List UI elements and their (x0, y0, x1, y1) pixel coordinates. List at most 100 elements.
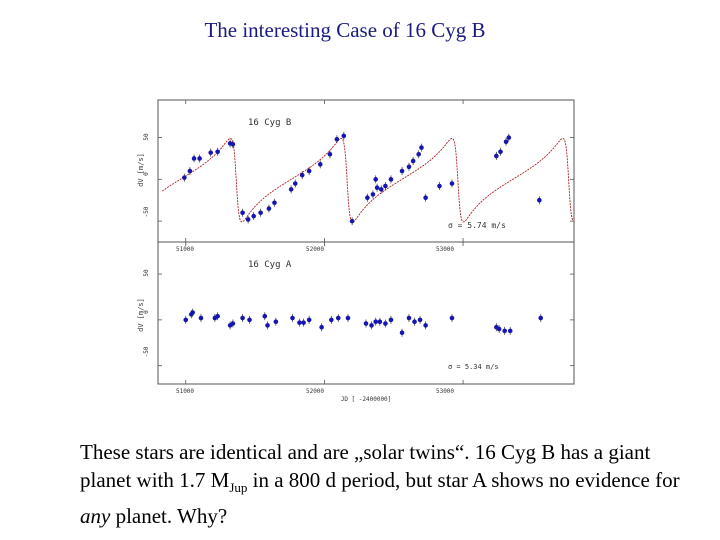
bottom-ylabel: dV [m/s] (137, 298, 145, 332)
panel-b-data-point (245, 217, 251, 222)
panel-a-data-point (423, 323, 428, 328)
panel-a-data-point (297, 320, 302, 325)
panel-b-data-point (349, 218, 355, 224)
panel-b-data-point (288, 187, 294, 192)
bottom-ytick-neg50: -50 (143, 346, 150, 357)
panel-b-data-point (272, 200, 277, 206)
top-ytick-neg50: -50 (143, 206, 150, 217)
panel-b-data-point (191, 156, 197, 161)
bottom-xtick-52000: 52000 (306, 388, 324, 395)
panel-a-data-point (496, 326, 502, 332)
panel-b-data-point (378, 187, 384, 192)
panel-a-data-point (377, 319, 383, 325)
panel-b-data-point (388, 177, 394, 182)
caption-part1: These stars are identical and are „solar… (80, 440, 651, 492)
top-ylabel: dV [m/s] (137, 153, 145, 187)
panel-a-data-point (240, 315, 245, 321)
panel-a-data-point (306, 317, 312, 323)
panel-a-data-point (265, 323, 270, 328)
panel-a-data-point (329, 317, 334, 323)
bottom-panel-frame (157, 241, 575, 385)
panel-b-data-point (258, 210, 263, 216)
top-ytick-50: 50 (143, 133, 150, 141)
bottom-sigma-annotation: σ = 5.34 m/s (448, 363, 499, 371)
panel-a-data-point (369, 323, 374, 328)
panel-b-data-point (410, 158, 416, 164)
panel-a-data-point (335, 315, 341, 321)
slide-title: The interesting Case of 16 Cyg B (204, 18, 486, 42)
caption-part3: planet. Why? (110, 504, 228, 529)
panel-b-data-point (537, 197, 542, 203)
panel-b-data-point (416, 151, 421, 157)
top-xtick-51000: 51000 (176, 246, 194, 253)
panel-b-data-point (494, 153, 499, 159)
panel-a-data-point (388, 317, 394, 323)
panel-a-data-point (215, 313, 220, 319)
panel-b-data-point (240, 210, 245, 216)
keplerian-model-curve (161, 137, 574, 223)
panel-a-data-point (502, 328, 507, 334)
panel-b-data-point (498, 149, 503, 155)
panel-a-data-point (262, 313, 268, 319)
panel-b-data-point (503, 139, 509, 145)
panel-b-data-point (306, 168, 312, 174)
panel-b-data-point (373, 177, 379, 182)
panel-a-data-point (198, 315, 204, 321)
top-xtick-52000: 52000 (306, 246, 324, 253)
panel-b-data-point (383, 183, 388, 189)
top-panel-frame (157, 99, 575, 243)
panel-b-data-point (506, 135, 512, 140)
panel-b-data-point (182, 175, 187, 180)
bottom-panel-title: 16 Cyg A (248, 260, 292, 270)
panel-b-data-point (230, 141, 236, 147)
panel-a-data-point (363, 321, 369, 326)
panel-b-data-point (327, 151, 333, 157)
top-panel-title: 16 Cyg B (248, 118, 291, 128)
panel-b-data-point (215, 149, 220, 155)
panel-b-data-point (299, 172, 305, 178)
top-xtick-53000: 53000 (436, 246, 454, 253)
panel-b-data-point (187, 168, 193, 174)
bottom-ytick-50: 50 (143, 269, 150, 277)
panel-b-data-point (406, 164, 412, 170)
panel-b-data-point (292, 181, 298, 186)
panel-a-data-point (301, 320, 306, 325)
panel-b-data-point (266, 206, 272, 211)
panel-b-data-point (317, 162, 323, 167)
panel-b-data-point (399, 168, 405, 174)
bottom-xtick-51000: 51000 (176, 388, 194, 395)
panel-a-data-point (406, 315, 412, 321)
slide-caption: These stars are identical and are „solar… (80, 438, 690, 530)
panel-b-data-point (208, 150, 213, 155)
panel-b-data-point (365, 195, 370, 201)
bottom-xtick-53000: 53000 (436, 388, 454, 395)
panel-b-data-point (449, 181, 455, 186)
panel-b-data-point (334, 136, 340, 142)
panel-b-data-point (197, 156, 202, 161)
panel-b-data-point (374, 185, 380, 191)
x-axis-label: JD [ -2400000] (341, 396, 392, 403)
panel-b-data-point (341, 133, 347, 139)
panel-a-data-point (273, 319, 279, 325)
panel-a-data-point (190, 310, 195, 315)
bottom-ytick-0: 0 (143, 310, 150, 314)
panel-b-data-point (419, 145, 424, 150)
caption-emphasis: any (80, 504, 111, 529)
panel-a-data-point (507, 328, 513, 334)
panel-a-data-point (412, 319, 417, 325)
panel-a-data-point (449, 315, 455, 321)
panel-b-data-point (423, 195, 428, 201)
panel-a-data-point (247, 317, 252, 323)
panel-a-data-point (538, 315, 544, 321)
panel-b-data-point (437, 183, 442, 189)
panel-a-data-point (230, 321, 236, 326)
caption-part2: in a 800 d period, but star A shows no e… (247, 468, 680, 492)
panel-b-data-point (251, 213, 256, 219)
top-ytick-0: 0 (143, 172, 150, 176)
panel-a-data-point (373, 319, 379, 325)
top-sigma-annotation: σ = 5.74 m/s (448, 221, 506, 230)
panel-a-data-point (417, 317, 423, 323)
panel-a-data-point (290, 315, 295, 321)
panel-a-data-point (319, 324, 324, 330)
